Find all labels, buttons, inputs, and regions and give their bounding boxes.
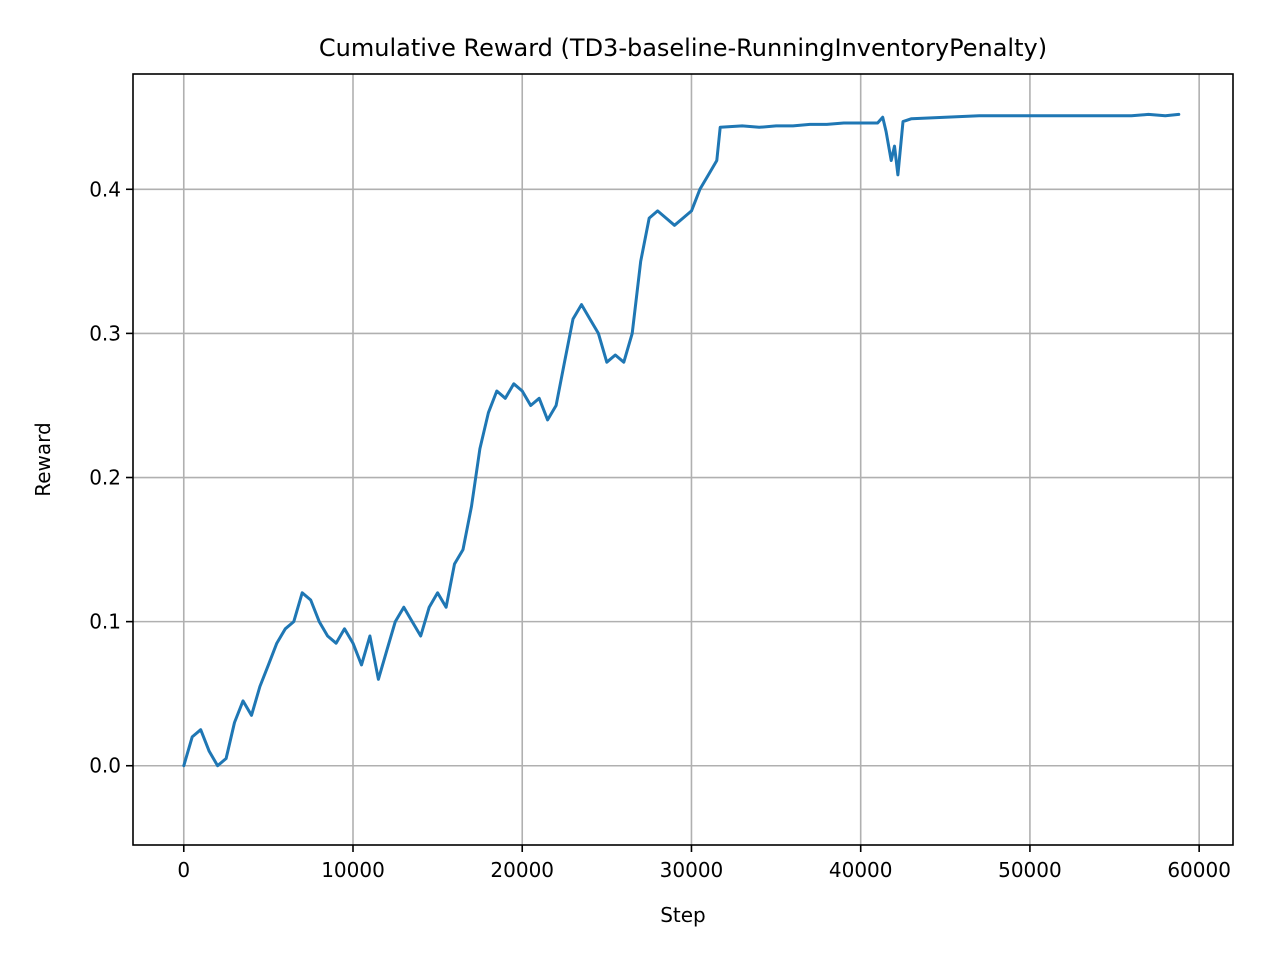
x-tick-label: 0 [177, 858, 190, 882]
y-tick-label: 0.2 [89, 466, 121, 490]
series-layer [182, 112, 1181, 768]
x-tick-label: 10000 [321, 858, 385, 882]
x-tick-label: 50000 [998, 858, 1062, 882]
x-tick-label: 40000 [829, 858, 893, 882]
x-tick-label: 60000 [1167, 858, 1231, 882]
y-tick-label: 0.1 [89, 610, 121, 634]
x-tick-label: 30000 [660, 858, 724, 882]
x-axis-label: Step [660, 903, 706, 927]
grid-layer [133, 74, 1233, 845]
reward-series-line [182, 112, 1181, 768]
y-tick-label: 0.4 [89, 177, 121, 201]
y-tick-label: 0.3 [89, 321, 121, 345]
y-tick-label: 0.0 [89, 754, 121, 778]
chart-title: Cumulative Reward (TD3-baseline-RunningI… [319, 34, 1047, 62]
x-tick-label: 20000 [490, 858, 554, 882]
plot-frame [132, 73, 1234, 846]
y-axis-label: Reward [31, 422, 55, 496]
tick-layer: 0 10000 20000 30000 40000 50000 60000 0.0 0.1 0.2… [89, 177, 1231, 882]
